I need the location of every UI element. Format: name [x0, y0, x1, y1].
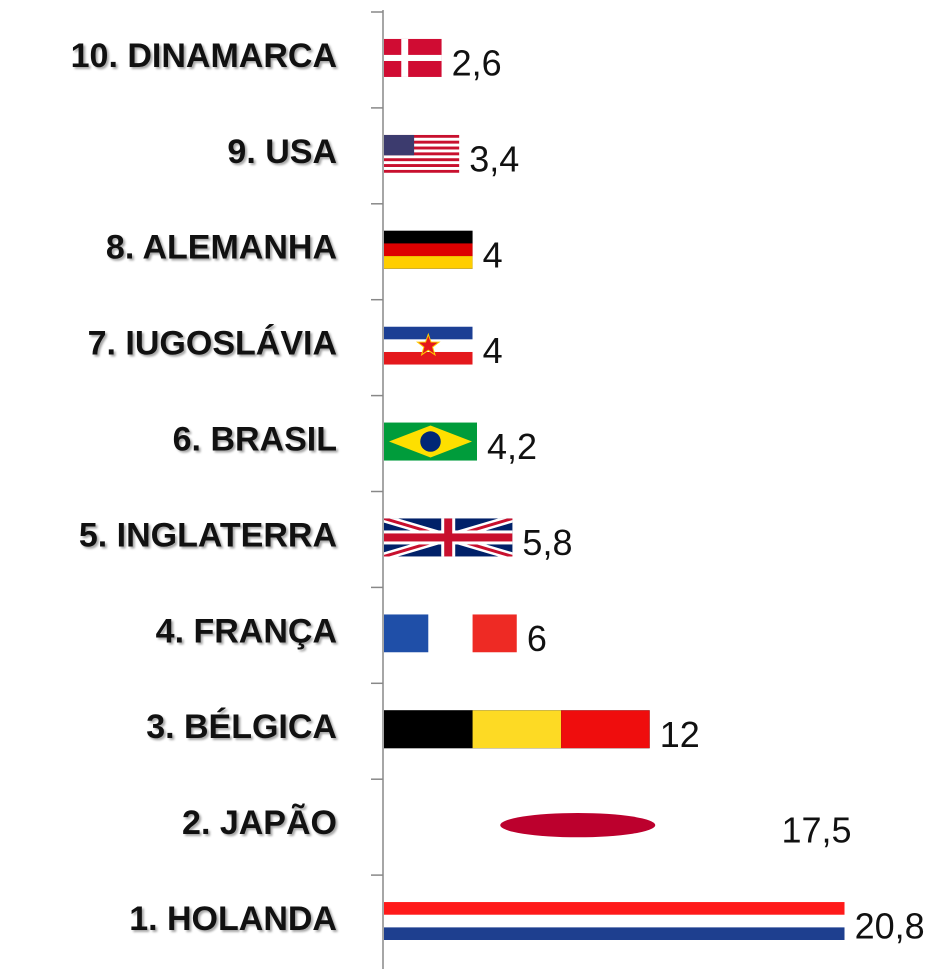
data-label: 4: [483, 330, 503, 371]
flag-decoration: [389, 425, 472, 458]
flag-decoration: [384, 230, 473, 269]
category-label: 3. BÉLGICA: [146, 708, 337, 746]
flag-part: [384, 134, 460, 138]
data-label: 4: [483, 234, 503, 275]
flag-part: [384, 164, 460, 168]
flag-part: [472, 710, 562, 749]
flag-decoration: [384, 518, 513, 557]
flag-part: [384, 134, 415, 156]
flag-decoration: [384, 902, 845, 941]
category-label: 9. USA: [227, 133, 337, 171]
flag-decoration: [384, 38, 442, 77]
data-label: 3,4: [469, 138, 519, 179]
category-label: 2. JAPÃO: [182, 804, 337, 842]
flag-part: [384, 54, 442, 61]
flag-part: [384, 152, 460, 156]
category-label: 8. ALEMANHA: [106, 229, 337, 267]
flag-part: [384, 158, 460, 162]
flag-part: [420, 431, 441, 452]
data-label: 2,6: [452, 42, 502, 83]
flag-part: [384, 927, 845, 941]
flag-part: [472, 614, 517, 653]
flag-part: [384, 140, 460, 144]
flag-part: [384, 614, 429, 653]
data-label: 12: [660, 714, 700, 755]
flag-part: [384, 256, 473, 269]
flag-part: [384, 902, 845, 915]
flag-part: [384, 533, 513, 542]
flag-decoration: [384, 710, 650, 749]
flag-part: [384, 230, 473, 244]
flag-decoration: [500, 812, 656, 838]
data-label: 5,8: [522, 522, 572, 563]
flag-decoration: [384, 134, 460, 173]
flag-decoration: [384, 326, 473, 365]
flag-part: [384, 169, 460, 173]
flag-part: [384, 146, 460, 150]
category-label: 5. INGLATERRA: [79, 516, 337, 554]
data-label: 20,8: [855, 906, 925, 947]
data-label: 17,5: [782, 810, 852, 851]
data-label: 4,2: [487, 426, 537, 467]
category-label: 10. DINAMARCA: [71, 37, 337, 75]
flag-part: [384, 243, 473, 257]
flag-part: [561, 710, 650, 749]
flag-part: [415, 332, 441, 357]
flag-part: [500, 812, 656, 838]
category-label: 4. FRANÇA: [156, 612, 337, 650]
flag-decoration: [384, 614, 517, 653]
category-label: 7. IUGOSLÁVIA: [88, 325, 337, 363]
category-label: 6. BRASIL: [173, 421, 337, 459]
data-label: 6: [527, 618, 547, 659]
flag-part: [384, 710, 473, 749]
category-label: 1. HOLANDA: [129, 900, 337, 938]
flag-part: [384, 351, 473, 365]
